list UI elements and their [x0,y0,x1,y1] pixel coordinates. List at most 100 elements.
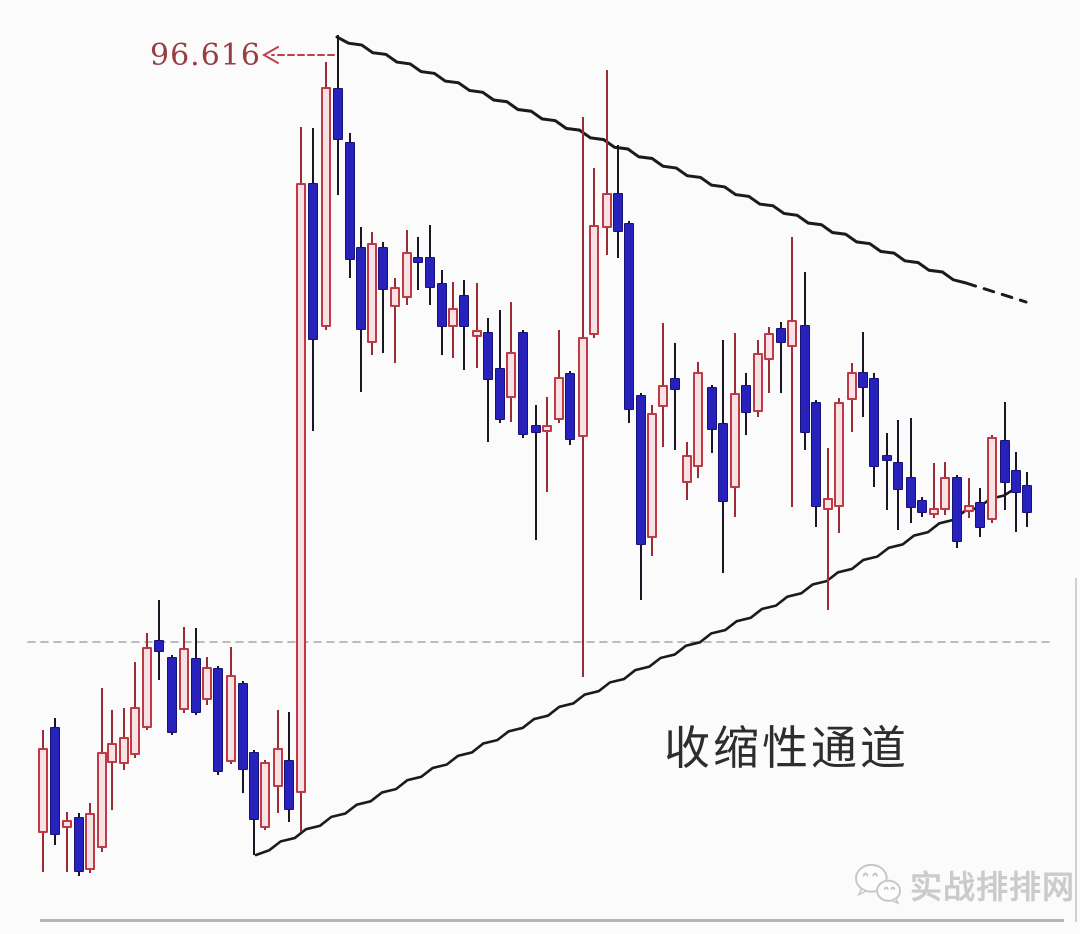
bullish-candle-body [964,505,974,512]
bullish-candle-body [367,243,377,343]
bearish-candle-body [975,502,985,528]
bearish-candle-body [1011,470,1021,493]
bullish-candle-body [753,353,763,412]
bullish-candle-body [472,330,482,337]
bullish-candle-body [940,477,950,510]
bearish-candle-body [670,378,680,390]
bullish-candle-body [321,87,331,327]
bearish-candle-body [613,193,623,232]
candle-wick [499,310,501,423]
bullish-candle-body [402,252,412,298]
candle-wick [886,433,888,510]
candle-wick [768,327,770,393]
bearish-candle-body [238,683,248,770]
bullish-candle-body [823,498,833,510]
bearish-candle-body [249,752,259,820]
candle-wick [487,318,489,442]
bullish-candle-body [62,820,72,828]
bearish-candle-body [213,668,223,772]
bearish-candle-body [345,142,355,260]
candle-wick [382,242,384,353]
bearish-candle-body [378,247,388,290]
bearish-candle-body [636,395,646,545]
watermark: 实战排排网 [852,862,1075,908]
candle-wick [606,70,608,255]
bullish-candle-body [542,425,552,432]
bullish-candle-body [987,437,997,520]
bullish-candle-body [142,647,152,728]
bearish-candle-body [437,283,447,327]
candle-wick [910,418,912,523]
bullish-candle-body [448,308,458,327]
bullish-candle-body [179,648,189,710]
candle-wick [674,343,676,450]
channel-label: 收缩性通道 [664,722,909,774]
bullish-candle-body [202,667,212,700]
bottom-border-line [40,919,1064,922]
bearish-candle-body [413,257,423,263]
candle-wick [968,478,970,518]
bearish-candle-body [1000,440,1010,483]
candle-wick [780,322,782,393]
bullish-candle-body [107,743,117,763]
bullish-candle-body [764,333,774,360]
bullish-candle-body [730,393,740,488]
bearish-candle-body [167,657,177,733]
bearish-candle-body [741,385,751,413]
bearish-candle-body [284,760,294,810]
bearish-candle-body [882,455,892,461]
bullish-candle-body [296,183,306,793]
watermark-text: 实战排排网 [910,869,1076,905]
candle-wick [417,237,419,290]
bearish-candle-body [459,295,469,327]
candle-wick [933,463,935,518]
bullish-candle-body [130,707,140,755]
candle-wick [546,397,548,492]
bearish-candle-body [869,378,879,467]
bullish-candle-body [682,455,692,483]
bullish-candle-body [273,748,283,787]
bullish-candle-body [506,352,516,398]
bullish-candle-body [589,225,599,335]
candle-wick [394,278,396,363]
bullish-candle-body [602,193,612,228]
bullish-candle-body [85,813,95,870]
bearish-candle-body [356,247,366,330]
candle-wick [791,237,793,507]
bearish-candle-body [531,425,541,433]
price-label: 96.616 [150,38,261,73]
bearish-candle-body [50,727,60,835]
right-border-line [1075,578,1077,922]
bearish-candle-body [906,477,916,508]
bearish-candle-body [718,423,728,502]
bullish-candle-body [119,737,129,764]
bearish-candle-body [308,183,318,340]
bearish-candle-body [74,817,84,872]
bearish-candle-body [811,402,821,507]
bullish-candle-body [97,752,107,848]
bullish-candle-body [834,402,844,507]
candle-wick [827,448,829,610]
bearish-candle-body [1022,485,1032,513]
bullish-candle-body [390,287,400,307]
bearish-candle-body [893,462,903,490]
bearish-candle-body [776,328,786,343]
bullish-candle-body [847,372,857,400]
bullish-candle-body [578,337,588,437]
bearish-candle-body [565,373,575,440]
bullish-candle-body [38,748,48,833]
bearish-candle-body [483,332,493,380]
bearish-candle-body [518,332,528,435]
candle-wick [535,405,537,540]
bullish-candle-body [647,413,657,538]
bullish-candle-body [554,377,564,420]
bullish-candle-body [260,762,270,828]
bullish-candle-body [658,385,668,407]
wechat-icon [855,863,902,905]
bearish-candle-body [191,658,201,713]
bearish-candle-body [154,640,164,652]
bullish-candle-body [929,508,939,515]
bullish-candle-body [693,372,703,467]
